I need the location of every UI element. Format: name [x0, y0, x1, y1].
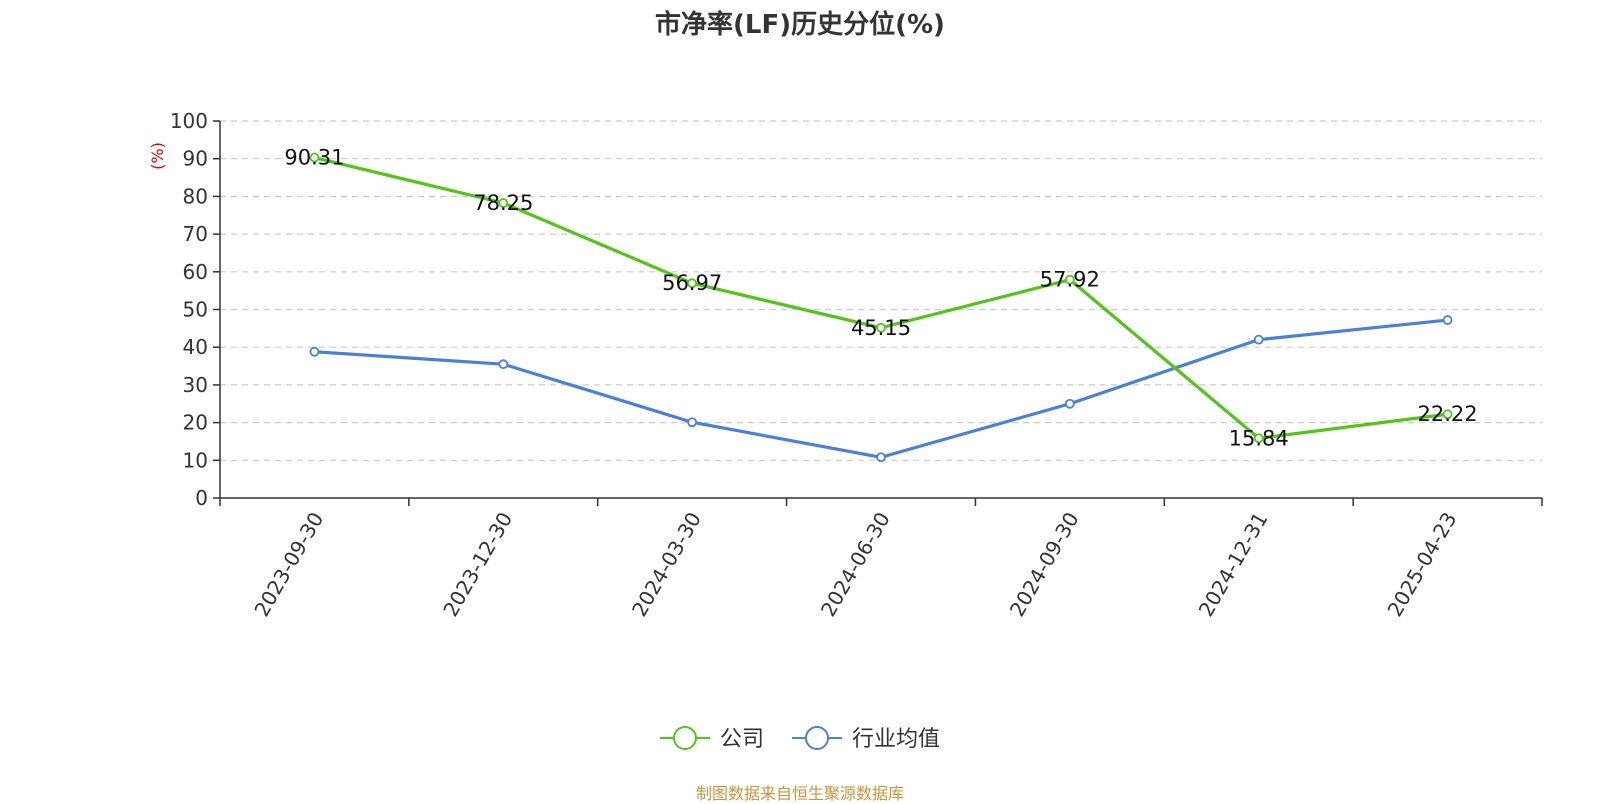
y-tick-label: 0	[195, 486, 208, 510]
x-tick-label: 2025-04-23	[1383, 508, 1462, 621]
legend-marker-icon	[805, 726, 829, 750]
legend-marker-icon	[673, 726, 697, 750]
x-tick-label: 2024-12-31	[1194, 508, 1273, 621]
y-tick-label: 10	[183, 448, 208, 472]
data-point	[1064, 274, 1075, 285]
data-point	[876, 322, 886, 333]
data-point	[309, 152, 320, 163]
axes: 0 10 20 30 40 50 60 70 80 90 100(%) 2023-09-30 2023-…	[148, 109, 1543, 621]
y-tick-label: 30	[183, 373, 208, 397]
y-tick-label: 90	[183, 147, 208, 171]
x-tick-label: 2024-06-30	[816, 508, 895, 621]
y-tick-label: 20	[183, 411, 208, 435]
data-point	[1442, 315, 1453, 325]
data-point	[498, 359, 509, 370]
data-point	[309, 346, 320, 357]
data-point	[687, 278, 698, 289]
series-lines	[309, 152, 1453, 463]
y-axis-label: (%)	[148, 142, 167, 170]
data-point	[1064, 398, 1075, 409]
x-tick-label: 2024-03-30	[627, 508, 706, 621]
legend[interactable]: 公司 行业均值	[660, 726, 940, 752]
y-tick-label: 60	[183, 260, 208, 284]
data-point	[1253, 433, 1264, 444]
data-point	[687, 417, 698, 428]
data-labels: 90.31 78.25 56.97 45.15 57.92 15.84 22.22	[284, 146, 1477, 451]
legend-item-0[interactable]: 公司	[660, 726, 764, 752]
y-tick-label: 100	[170, 109, 208, 133]
data-point	[1442, 409, 1453, 420]
data-label: 15.84	[1229, 426, 1289, 450]
data-label: 90.31	[284, 146, 344, 170]
y-tick-label: 50	[183, 298, 208, 322]
data-label: 57.92	[1040, 268, 1100, 292]
y-tick-label: 70	[183, 222, 208, 246]
data-label: 78.25	[473, 191, 533, 215]
data-point	[1253, 334, 1264, 345]
source-note: 制图数据来自恒生聚源数据库	[695, 784, 904, 803]
legend-item-1[interactable]: 行业均值	[792, 726, 940, 752]
legend-label: 行业均值	[852, 727, 940, 752]
gridlines	[220, 120, 1542, 461]
data-point	[876, 452, 886, 463]
x-tick-label: 2023-09-30	[249, 508, 328, 621]
data-label: 45.15	[851, 316, 911, 340]
x-tick-label: 2024-09-30	[1005, 508, 1084, 621]
y-tick-label: 80	[183, 184, 208, 208]
data-point	[498, 198, 509, 208]
x-tick-label: 2023-12-30	[438, 508, 517, 621]
data-label: 56.97	[662, 271, 722, 295]
chart-title: 市净率(LF)历史分位(%)	[655, 10, 945, 40]
y-tick-label: 40	[183, 335, 208, 359]
data-label: 22.22	[1418, 402, 1478, 426]
legend-label: 公司	[720, 727, 764, 752]
